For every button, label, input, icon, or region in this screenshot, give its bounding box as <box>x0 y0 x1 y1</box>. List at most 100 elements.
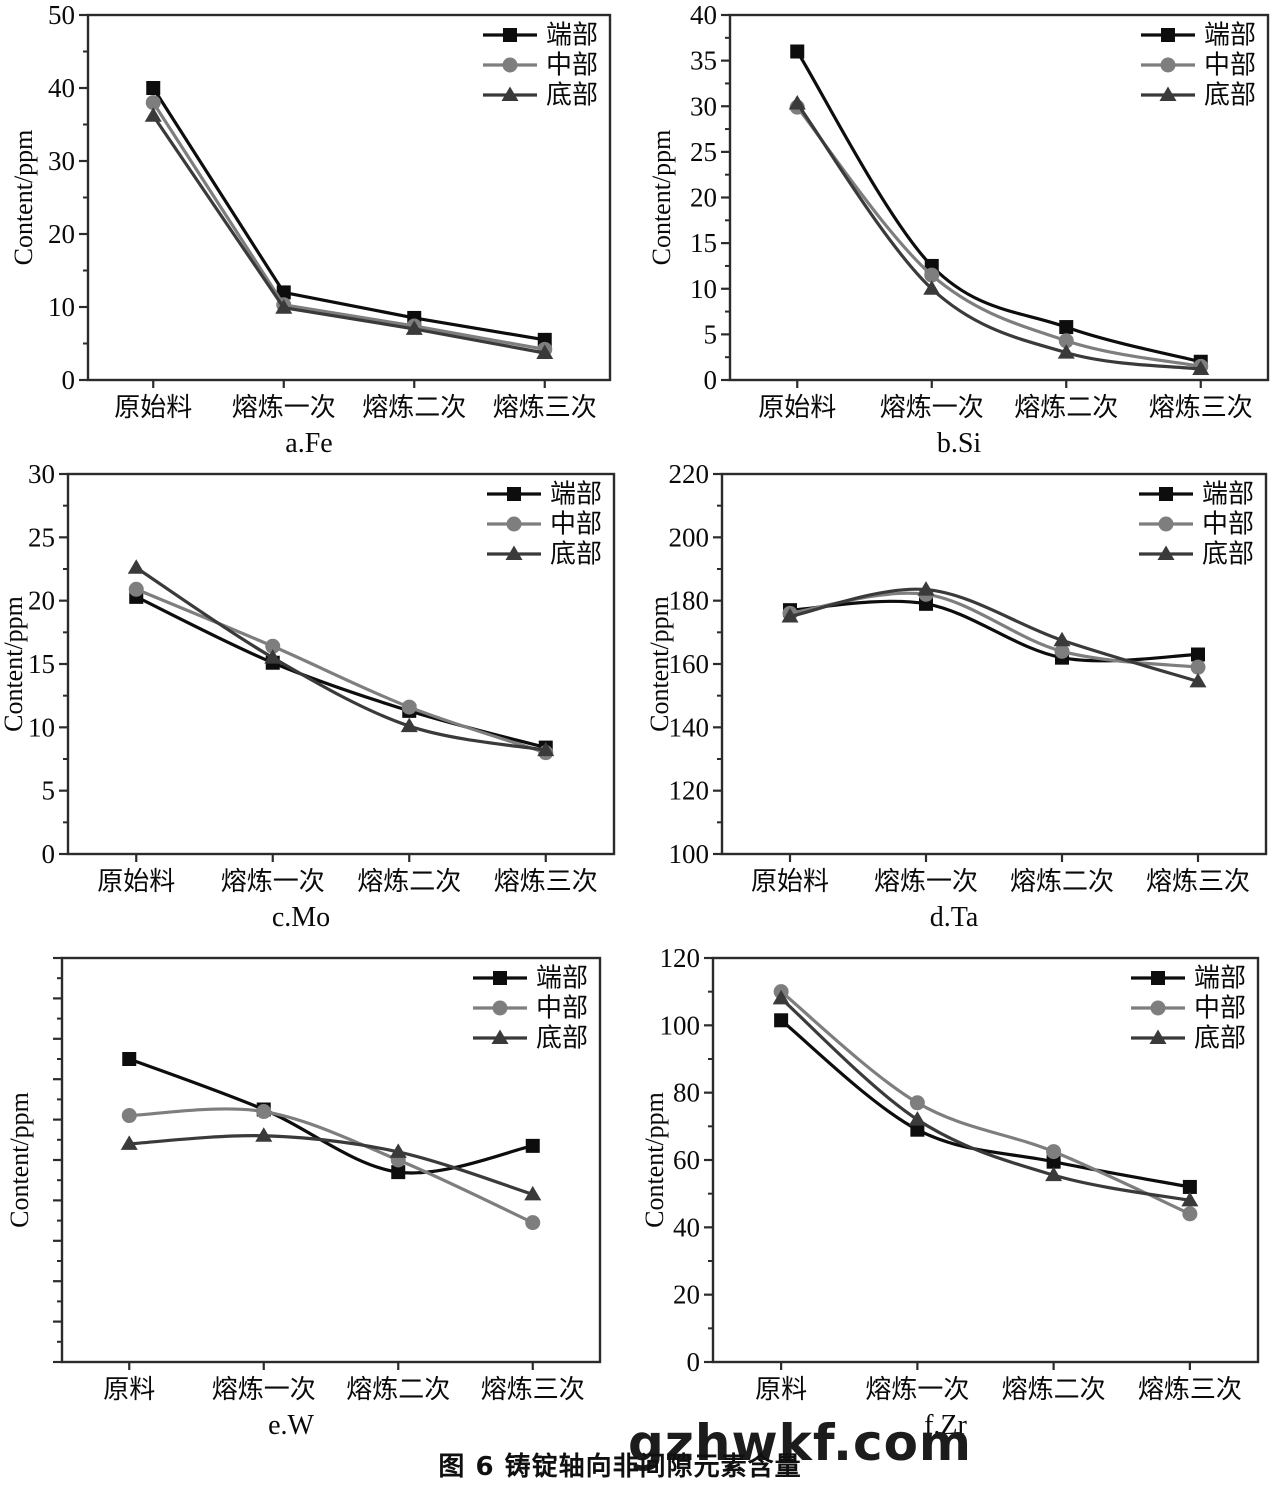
series-line <box>788 599 1200 663</box>
x-category-label: 熔炼二次 <box>1002 1375 1106 1404</box>
x-axis: 原始料 熔炼一次 熔炼二次 熔炼三次 <box>97 854 598 896</box>
chart-label: d.Ta <box>930 902 979 933</box>
circle-marker <box>502 57 518 73</box>
chart-label: c.Mo <box>272 902 330 933</box>
legend-label: 中部 <box>546 51 598 80</box>
legend-label: 端部 <box>546 21 598 50</box>
triangle-marker <box>264 649 282 664</box>
triangle-marker <box>772 989 790 1005</box>
triangle-marker <box>275 299 293 314</box>
legend-label: 底部 <box>536 1024 588 1053</box>
triangle-marker <box>144 107 162 122</box>
square-marker <box>1161 28 1175 42</box>
square-marker <box>391 1165 406 1180</box>
chart-label: b.Si <box>937 428 982 459</box>
plot-border <box>86 13 612 382</box>
chart-label: f.Zr <box>924 1410 967 1438</box>
square-marker <box>1151 971 1165 985</box>
x-category-label: 熔炼一次 <box>212 1375 316 1404</box>
series-0 <box>790 44 1208 369</box>
y-tick-label: 0 <box>704 365 718 395</box>
chart-e-w: Content/ppm 原料 熔炼一次 熔炼二次 熔炼三次 端部 中部 底部 e.W <box>0 940 638 1441</box>
series-line <box>151 86 547 342</box>
y-tick-label: 20 <box>673 1280 700 1310</box>
series-line <box>795 49 1203 364</box>
square-marker <box>493 971 507 985</box>
y-tick-label: 60 <box>673 1145 700 1175</box>
y-tick-label: 15 <box>690 228 717 258</box>
y-axis <box>53 956 62 1364</box>
circle-marker <box>1182 1206 1198 1222</box>
y-tick-label: 160 <box>669 649 710 679</box>
x-axis: 原料 熔炼一次 熔炼二次 熔炼三次 <box>103 1362 585 1404</box>
series-2 <box>788 95 1210 376</box>
circle-marker <box>401 699 417 715</box>
series-line <box>134 566 548 752</box>
plot-border <box>720 472 1268 856</box>
triangle-marker <box>491 1029 509 1044</box>
circle-marker <box>121 1108 137 1124</box>
chart-d-ta: 100 120 140 160 180 200 220 Content/ppm 原始料 熔炼一次 熔… <box>638 459 1276 940</box>
y-tick-label: 100 <box>660 1010 701 1040</box>
x-category-label: 熔炼三次 <box>481 1375 585 1404</box>
x-axis: 原始料 熔炼一次 熔炼二次 熔炼三次 <box>751 854 1250 896</box>
y-tick-label: 40 <box>48 73 75 103</box>
series-line <box>788 587 1200 684</box>
y-tick-label: 140 <box>669 712 710 742</box>
legend-label: 中部 <box>536 994 588 1023</box>
square-marker <box>1159 487 1173 501</box>
series-line <box>779 996 1192 1202</box>
circle-marker <box>128 581 144 597</box>
triangle-marker <box>923 280 941 295</box>
triangle-marker <box>524 1185 542 1201</box>
circle-marker <box>1150 1000 1166 1016</box>
chart-f-zr: 0 20 40 60 80 100 120 Content/ppm 原料 熔炼一次 熔炼二次 熔炼三次… <box>638 940 1276 1441</box>
y-tick-label: 30 <box>48 146 75 176</box>
series-line <box>151 114 547 355</box>
x-axis: 原始料 熔炼一次 熔炼二次 熔炼三次 <box>114 380 597 422</box>
y-tick-label: 5 <box>42 776 56 806</box>
triangle-marker <box>400 717 418 733</box>
legend-label: 中部 <box>550 510 602 539</box>
square-marker <box>525 1138 540 1153</box>
triangle-marker <box>1157 545 1175 560</box>
square-marker <box>1191 647 1205 662</box>
y-tick-label: 10 <box>690 274 717 304</box>
y-axis: 0 5 10 15 20 25 30 <box>28 459 68 869</box>
triangle-marker <box>389 1143 407 1158</box>
triangle-marker <box>501 86 519 101</box>
x-category-label: 熔炼三次 <box>1138 1375 1242 1404</box>
x-category-label: 熔炼一次 <box>880 393 984 422</box>
square-marker <box>276 285 291 300</box>
series-2 <box>781 581 1207 688</box>
triangle-marker <box>120 1135 138 1150</box>
triangle-marker <box>917 581 935 596</box>
y-tick-label: 180 <box>669 586 710 616</box>
series-line <box>779 990 1192 1216</box>
series-line <box>795 105 1203 368</box>
circle-marker <box>506 516 522 532</box>
square-marker <box>507 487 521 501</box>
series-line <box>127 1057 535 1175</box>
y-tick-label: 120 <box>660 943 701 973</box>
circle-marker <box>1190 659 1206 675</box>
circle-marker <box>492 1000 508 1016</box>
x-category-label: 熔炼二次 <box>362 393 466 422</box>
chart-a-fe: 0 10 20 30 40 50 Content/ppm 原始料 熔炼一次 熔炼二次 熔炼三次 端部中… <box>0 0 638 460</box>
square-marker <box>1182 1179 1197 1194</box>
y-tick-label: 220 <box>669 460 710 489</box>
series-line <box>127 1107 535 1225</box>
triangle-marker <box>255 1127 273 1142</box>
triangle-marker <box>781 608 799 623</box>
chart-svg: 0 5 10 15 20 25 30 35 40 Content/ppm 原始料 熔炼一次 熔炼二次 熔炼… <box>647 0 1270 459</box>
y-tick-label: 20 <box>28 586 55 616</box>
y-axis-title: Content/ppm <box>647 130 676 266</box>
x-category-label: 原始料 <box>97 867 175 896</box>
legend-label: 端部 <box>550 480 602 509</box>
chart-svg: 0 20 40 60 80 100 120 Content/ppm 原料 熔炼一次 熔炼二次 熔炼三次… <box>640 943 1260 1441</box>
legend-label: 底部 <box>546 81 598 110</box>
